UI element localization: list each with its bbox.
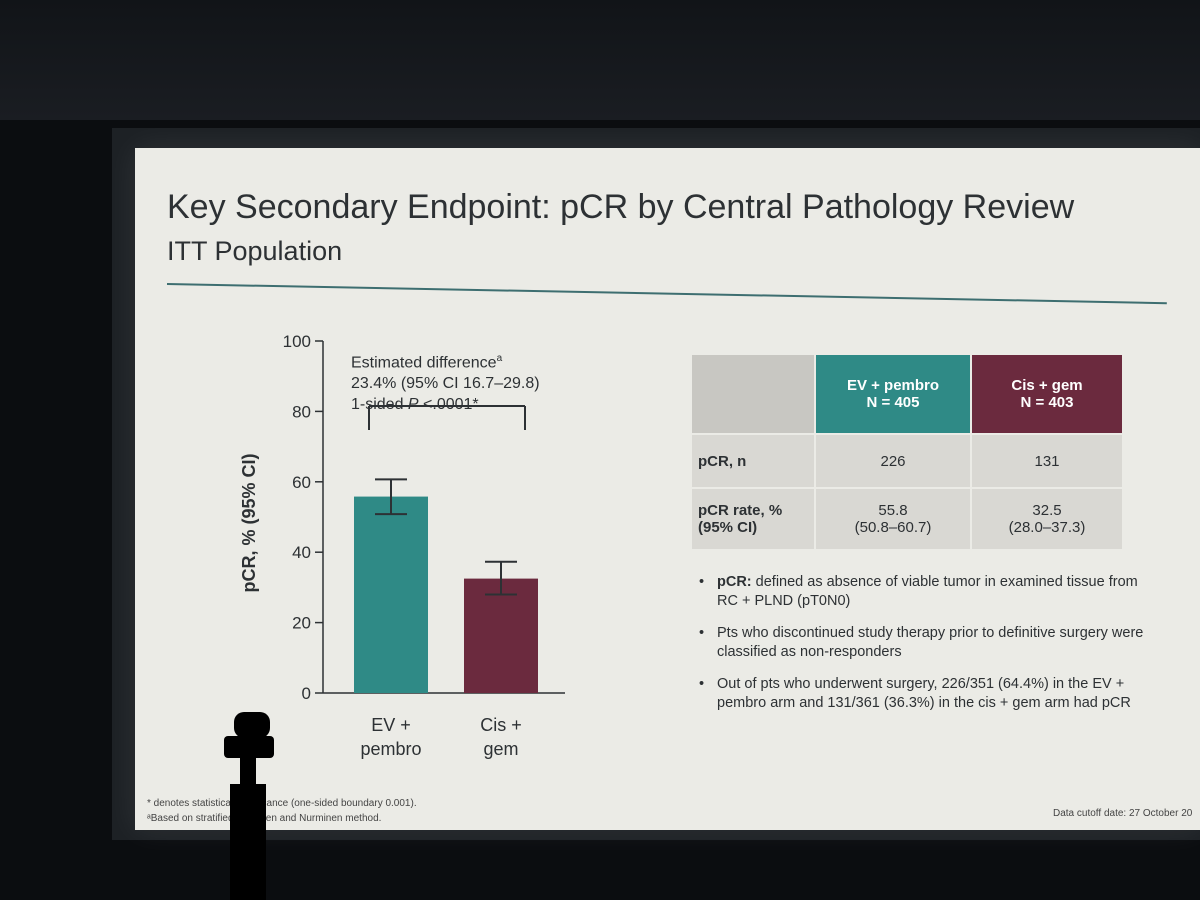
bar [354, 496, 428, 693]
header-ev-arm: EV + pembro [846, 377, 940, 394]
y-tick-label: 60 [292, 473, 311, 492]
list-item: • pCR: defined as absence of viable tumor… [699, 574, 1138, 609]
annotation-line1: Estimated difference [351, 354, 497, 372]
cell-ev: 226 [816, 435, 970, 487]
y-tick-label: 20 [292, 614, 311, 633]
table-row: pCR rate, % (95% CI) 55.8 (50.8–60.7) 32.5… [692, 489, 1122, 549]
annotation-line2: 23.4% (95% CI 16.7–29.8) [351, 375, 540, 393]
y-tick-label: 0 [302, 684, 311, 703]
list-item: • Out of pts who underwent surgery, 226/3… [699, 676, 1131, 711]
camera-icon [224, 712, 274, 900]
x-tick-label: pembro [360, 739, 421, 759]
pcr-table: EV + pembro N = 405 Cis + gem N = 403 pC… [690, 353, 1124, 551]
row-label: pCR, n [692, 435, 814, 487]
y-axis-label: pCR, % (95% CI) [239, 453, 259, 592]
data-cutoff: Data cutoff date: 27 October 20 [1053, 808, 1193, 819]
table-row: pCR, n 226 131 [692, 435, 1122, 487]
slide-title: Key Secondary Endpoint: pCR by Central P… [167, 188, 1075, 226]
x-tick-label: Cis + [480, 715, 522, 735]
header-cis-arm: Cis + gem [1011, 377, 1083, 394]
bullet-icon: • [699, 625, 705, 641]
x-tick-label: EV + [371, 715, 411, 735]
table-corner [692, 355, 814, 433]
annotation-line3-prefix: 1-sided [351, 396, 408, 414]
annotation-line3-suffix: <.0001* [418, 396, 479, 414]
table-header-ev: EV + pembro N = 405 [816, 355, 970, 433]
room-ceiling [0, 0, 1200, 120]
slide: Key Secondary Endpoint: pCR by Central P… [135, 148, 1200, 830]
bar-chart: 0 20 40 60 80 100 EV + pembro Cis + gem pCR, % (… [239, 332, 565, 759]
cell-ev: 55.8 (50.8–60.7) [816, 489, 970, 549]
list-item: • Pts who discontinued study therapy prio… [699, 625, 1144, 660]
y-tick-label: 40 [292, 543, 311, 562]
bullet-icon: • [699, 574, 705, 590]
footnote-significance: * denotes statistical significance (one-… [147, 798, 417, 809]
notes-list: • pCR: defined as absence of viable tumor… [695, 573, 1145, 726]
cell-cis: 32.5 (28.0–37.3) [972, 489, 1122, 549]
header-cis-n: N = 403 [1020, 394, 1074, 411]
bar [464, 578, 538, 693]
bullet-icon: • [699, 676, 705, 692]
title-divider [166, 283, 1167, 305]
cell-cis: 131 [972, 435, 1122, 487]
y-tick-label: 100 [283, 332, 311, 351]
table-header-cis: Cis + gem N = 403 [972, 355, 1122, 433]
estimated-difference: Estimated differencea 23.4% (95% CI 16.7… [351, 348, 540, 415]
annotation-p: P [407, 396, 419, 414]
header-ev-n: N = 405 [866, 394, 920, 411]
slide-subtitle: ITT Population [167, 236, 343, 266]
x-tick-label: gem [483, 739, 518, 759]
annotation-superscript: a [496, 353, 503, 364]
row-label: pCR rate, % (95% CI) [692, 489, 814, 549]
difference-bracket [368, 405, 526, 430]
y-tick-label: 80 [292, 402, 311, 421]
